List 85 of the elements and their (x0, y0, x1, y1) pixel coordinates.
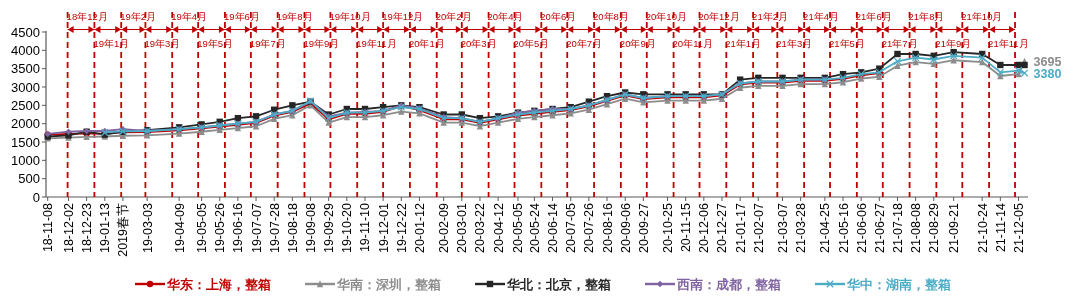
x-tick-label: 20-12-06 (697, 202, 712, 254)
ref-line-label: 19年7月 (249, 38, 286, 49)
text: 华东：上海，整箱 (166, 276, 271, 292)
text: 华南：深圳，整箱 (336, 277, 441, 292)
x-tick-label: 21-03-28 (794, 202, 809, 254)
y-tick-label: 1500 (11, 134, 40, 150)
x-tick-label: 20-03-01 (455, 202, 470, 254)
ref-line-label: 20年8月 (593, 11, 629, 22)
x-tick-label: 20-02-09 (437, 202, 452, 254)
y-tick-label: 0 (32, 189, 40, 205)
ref-line-label: 21年6月 (855, 11, 892, 22)
x-tick-label: 19-07-07 (249, 202, 264, 254)
x-tick-label: 20-08-16 (600, 202, 615, 254)
x-tick-label: 20-03-22 (473, 202, 488, 254)
x-tick-label: 19-01-13 (98, 202, 113, 254)
ref-line-label: 20年3月 (460, 38, 497, 49)
text: 华北：北京，整箱 (506, 276, 611, 292)
ref-line-label: 21年5月 (829, 38, 865, 49)
x-tick-label: 19-08-18 (285, 202, 300, 254)
ref-line-label: 20年4月 (487, 11, 524, 22)
x-tick-label: 20-09-27 (636, 202, 651, 254)
x-tick-label: 19-05-26 (213, 202, 228, 254)
x-tick-label: 18-12-02 (61, 202, 76, 254)
ref-line-label: 20年9月 (619, 38, 656, 49)
x-tick-label: 19-04-09 (172, 202, 187, 254)
y-tick-label: 4000 (11, 42, 40, 58)
x-tick-label: 21-09-21 (947, 202, 962, 254)
x-tick-label: 20-11-15 (679, 202, 694, 253)
x-tick-label: 19-12-22 (394, 202, 409, 254)
x-tick-label: 20-12-27 (715, 202, 730, 254)
ref-line-label: 21年4月 (803, 11, 839, 22)
x-tick-label: 21-07-18 (890, 202, 905, 254)
x-tick-label: 19-09-08 (304, 202, 319, 254)
x-tick-label: 20-01-12 (412, 202, 427, 254)
ref-line-label: 20年6月 (540, 11, 577, 22)
y-tick-label: 500 (18, 171, 40, 187)
x-tick-label: 20-05-05 (511, 202, 526, 254)
x-tick-label: 21-12-05 (1011, 202, 1026, 254)
ref-line-label: 21年2月 (752, 11, 788, 22)
x-tick-label: 19-06-16 (231, 202, 246, 254)
text: 西南：成都，整箱 (676, 277, 781, 292)
ref-line-label: 19年4月 (171, 11, 208, 22)
x-tick-label: 19-12-01 (376, 202, 391, 254)
x-tick-label: 20-09-06 (618, 202, 633, 254)
x-tick-label: 21-08-08 (909, 202, 924, 254)
y-tick-label: 2500 (11, 97, 40, 113)
y-tick-label: 1000 (11, 152, 40, 168)
ref-line-label: 21年8月 (908, 11, 945, 22)
y-tick-label: 3500 (11, 61, 40, 77)
ref-line-label: 19年6月 (223, 11, 260, 22)
x-tick-label: 19-11-10 (358, 202, 373, 253)
x-tick-label: 20-07-05 (564, 202, 579, 254)
ref-line-label: 19年12月 (382, 11, 424, 22)
text: 华中：湖南，整箱 (846, 277, 951, 292)
x-tick-label: 21-05-16 (836, 202, 851, 254)
x-tick-label: 21-06-06 (854, 202, 869, 254)
x-tick-label: 21-01-17 (733, 202, 748, 254)
x-tick-label: 20-06-14 (546, 202, 561, 254)
ref-line-label: 20年2月 (435, 11, 472, 22)
x-tick-label: 19-03-03 (140, 202, 155, 254)
x-tick-label: 19-05-05 (195, 202, 210, 254)
x-tick-label: 20-07-26 (582, 202, 597, 254)
x-tick-label: 21-11-14 (993, 202, 1008, 253)
x-tick-label: 20-05-24 (527, 202, 542, 254)
x-tick-label: 20-10-25 (661, 202, 676, 254)
x-tick-label: 2019春节 (116, 203, 131, 257)
y-tick-label: 3000 (11, 79, 40, 95)
x-tick-label: 19-09-29 (322, 202, 337, 254)
y-tick-label: 2000 (11, 116, 40, 132)
x-tick-label: 21-04-25 (818, 202, 833, 254)
x-tick-label: 19-10-20 (340, 202, 355, 254)
x-tick-label: 21-06-27 (872, 202, 887, 254)
x-tick-label: 20-04-12 (491, 202, 506, 254)
ref-line-label: 20年1月 (408, 38, 445, 49)
x-tick-label: 21-02-07 (751, 202, 766, 254)
x-tick-label: 18-11-08 (41, 202, 56, 253)
x-tick-label: 21-08-29 (927, 202, 942, 254)
x-tick-label: 18-12-23 (80, 202, 95, 254)
ref-line-label: 19年9月 (303, 38, 340, 49)
y-tick-label: 4500 (11, 24, 40, 40)
x-tick-label: 21-03-07 (776, 202, 790, 254)
ref-line-label: 19年8月 (276, 11, 313, 22)
x-tick-label: 21-10-24 (975, 202, 990, 254)
ref-line-label: 19年2月 (120, 11, 157, 22)
x-tick-label: 19-07-28 (267, 202, 282, 254)
